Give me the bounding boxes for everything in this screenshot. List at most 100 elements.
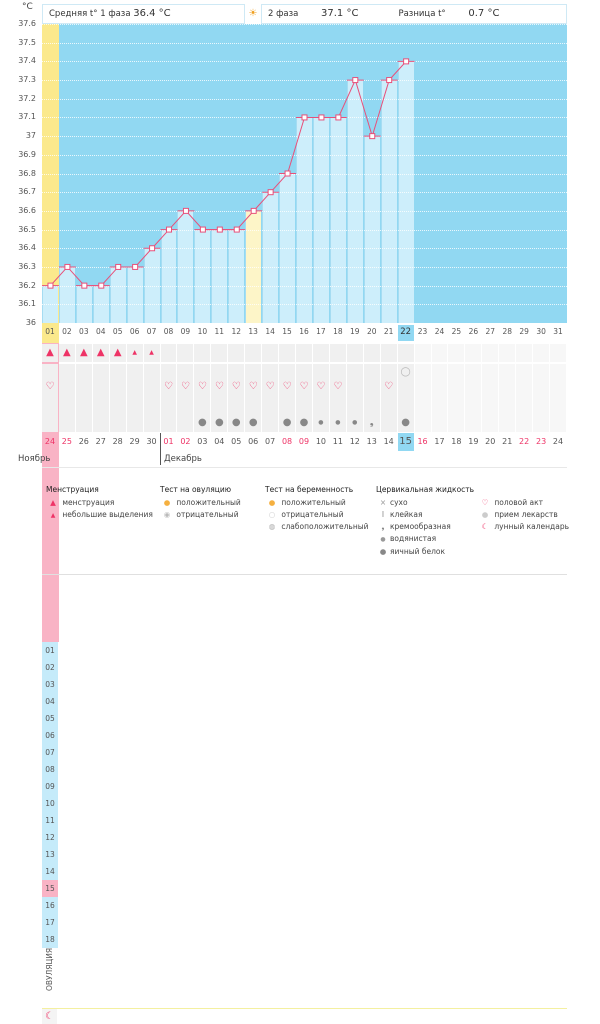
- day-cell[interactable]: [109, 396, 126, 414]
- calendar-date[interactable]: 25: [61, 437, 72, 446]
- temperature-point[interactable]: [64, 263, 71, 270]
- day-cell[interactable]: [279, 378, 296, 396]
- temperature-point[interactable]: [47, 282, 54, 289]
- cycle-day-label[interactable]: 13: [248, 327, 258, 336]
- cycle-day-label[interactable]: 02: [62, 327, 72, 336]
- day-cell[interactable]: [109, 378, 126, 396]
- day-cell[interactable]: [296, 364, 312, 382]
- day-cell[interactable]: [194, 364, 211, 382]
- day-cell[interactable]: [533, 414, 550, 432]
- day-cell[interactable]: [448, 344, 465, 362]
- day-cell[interactable]: [465, 378, 482, 396]
- day-cell[interactable]: [92, 364, 109, 382]
- day-cell[interactable]: [160, 364, 177, 382]
- day-cell[interactable]: [329, 378, 346, 396]
- cycle-day-label[interactable]: 01: [45, 327, 55, 336]
- day-cell[interactable]: [482, 344, 499, 362]
- day-cell[interactable]: [194, 344, 211, 362]
- day-cell[interactable]: [329, 344, 346, 362]
- cycle-day-label[interactable]: 31: [553, 327, 563, 336]
- day-cell[interactable]: [516, 344, 533, 362]
- day-cell[interactable]: [380, 344, 397, 362]
- day-cell[interactable]: [245, 364, 262, 382]
- calendar-date[interactable]: 30: [146, 437, 157, 446]
- calendar-date[interactable]: 24: [44, 437, 56, 446]
- day-cell[interactable]: [380, 364, 397, 382]
- day-cell[interactable]: [465, 344, 482, 362]
- day-cell[interactable]: [414, 414, 431, 432]
- day-cell[interactable]: [312, 396, 329, 414]
- temperature-point[interactable]: [216, 226, 223, 233]
- day-cell[interactable]: [482, 414, 499, 432]
- temperature-point[interactable]: [199, 226, 206, 233]
- cycle-day-label[interactable]: 11: [214, 327, 225, 336]
- temperature-point[interactable]: [233, 226, 240, 233]
- day-cell[interactable]: [143, 378, 160, 396]
- day-cell[interactable]: [550, 396, 566, 414]
- temperature-point[interactable]: [81, 282, 88, 289]
- day-cell[interactable]: [380, 414, 397, 432]
- cycle-day-label[interactable]: 27: [485, 327, 496, 336]
- day-cell[interactable]: [516, 378, 533, 396]
- temperature-point[interactable]: [284, 170, 291, 177]
- cycle-day-label[interactable]: 06: [129, 327, 140, 336]
- day-cell[interactable]: [397, 378, 414, 396]
- day-cell[interactable]: [211, 344, 228, 362]
- cycle-day-label[interactable]: 14: [265, 327, 275, 336]
- day-cell[interactable]: [42, 414, 58, 432]
- day-cell[interactable]: [228, 414, 245, 432]
- cycle-day-label[interactable]: 26: [468, 327, 479, 336]
- calendar-date[interactable]: 01: [163, 437, 174, 446]
- cycle-day-label[interactable]: 07: [146, 327, 157, 336]
- day-cell[interactable]: [363, 364, 380, 382]
- day-cell[interactable]: [550, 364, 566, 382]
- day-cell[interactable]: [92, 396, 109, 414]
- cycle-day-label[interactable]: 20: [366, 327, 377, 336]
- calendar-date[interactable]: 07: [265, 437, 276, 446]
- day-cell[interactable]: [397, 396, 414, 414]
- day-cell[interactable]: [126, 364, 143, 382]
- day-cell[interactable]: [211, 414, 228, 432]
- day-cell[interactable]: [296, 414, 312, 432]
- day-cell[interactable]: [533, 344, 550, 362]
- cycle-day-label[interactable]: 25: [451, 327, 462, 336]
- temperature-point[interactable]: [369, 133, 376, 140]
- calendar-date[interactable]: 13: [366, 437, 377, 446]
- day-cell[interactable]: [397, 414, 414, 432]
- day-cell[interactable]: [499, 396, 516, 414]
- day-cell[interactable]: [262, 378, 279, 396]
- day-cell[interactable]: [245, 378, 262, 396]
- calendar-date[interactable]: 12: [349, 437, 360, 446]
- cycle-day-label[interactable]: 09: [180, 327, 191, 336]
- day-cell[interactable]: [397, 344, 414, 362]
- day-cell[interactable]: [194, 414, 211, 432]
- calendar-date[interactable]: 27: [95, 437, 106, 446]
- day-cell[interactable]: [448, 378, 465, 396]
- temperature-point[interactable]: [98, 282, 105, 289]
- day-cell[interactable]: [58, 344, 75, 362]
- day-cell[interactable]: [262, 414, 279, 432]
- day-cell[interactable]: [533, 378, 550, 396]
- day-cell[interactable]: [312, 364, 329, 382]
- day-cell[interactable]: [414, 396, 431, 414]
- day-cell[interactable]: [431, 364, 448, 382]
- day-cell[interactable]: [177, 344, 194, 362]
- day-cell[interactable]: [431, 378, 448, 396]
- cycle-day-label[interactable]: 22: [397, 325, 414, 341]
- day-cell[interactable]: [109, 364, 126, 382]
- day-cell[interactable]: [42, 378, 58, 396]
- day-cell[interactable]: [414, 378, 431, 396]
- temperature-point[interactable]: [115, 263, 122, 270]
- day-cell[interactable]: [160, 378, 177, 396]
- day-cell[interactable]: [414, 344, 431, 362]
- day-cell[interactable]: [160, 396, 177, 414]
- day-cell[interactable]: [431, 344, 448, 362]
- temperature-point[interactable]: [166, 226, 173, 233]
- day-cell[interactable]: [516, 396, 533, 414]
- cycle-day-label[interactable]: 15: [282, 327, 292, 336]
- day-cell[interactable]: [194, 396, 211, 414]
- day-cell[interactable]: [363, 344, 380, 362]
- calendar-date[interactable]: 02: [180, 437, 191, 446]
- calendar-date[interactable]: 22: [519, 437, 530, 446]
- day-cell[interactable]: [431, 414, 448, 432]
